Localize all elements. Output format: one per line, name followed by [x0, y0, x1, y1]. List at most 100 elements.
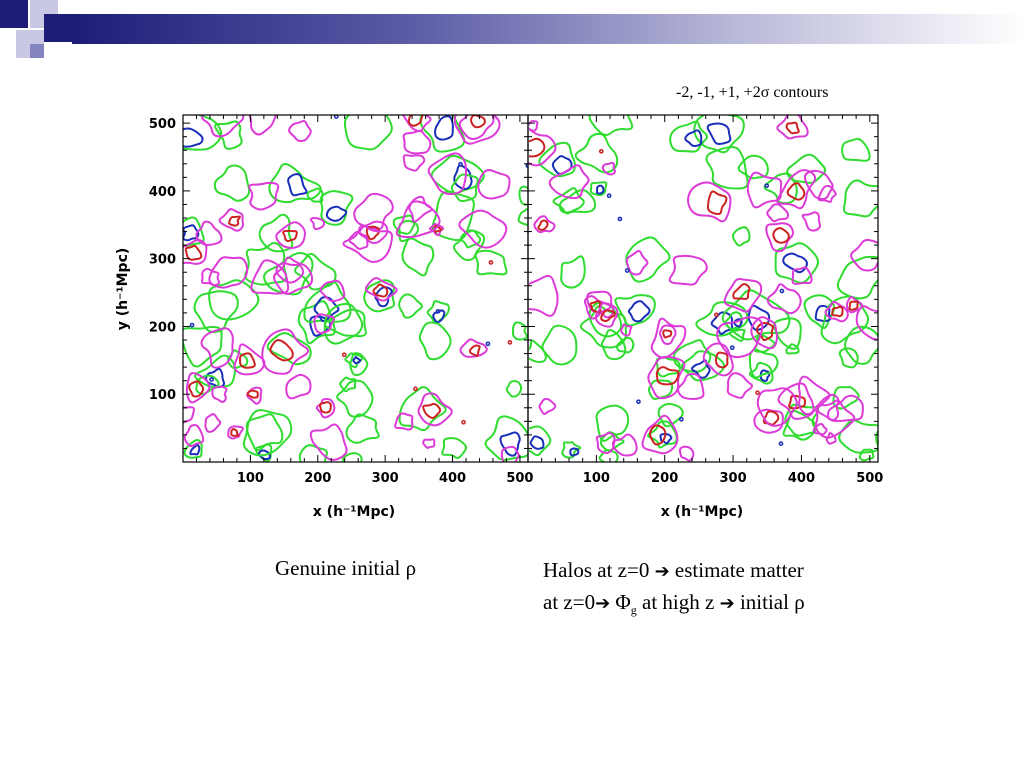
caption-right-text-1a: Halos at z=0	[543, 558, 655, 582]
contour-line	[517, 207, 528, 226]
contour-line	[477, 169, 511, 200]
contour-line	[669, 120, 708, 153]
contour-line	[533, 215, 556, 234]
y-tick-label: 500	[149, 117, 176, 132]
contour-line	[687, 181, 732, 223]
caption-right-line-1: Halos at z=0 ➔ estimate matter	[543, 555, 805, 587]
contour-line	[313, 313, 336, 335]
contour-line	[529, 339, 547, 363]
contour-line	[627, 300, 651, 323]
header-gradient-bar	[72, 14, 1024, 44]
contour-line	[785, 343, 800, 355]
contour-line	[650, 317, 687, 359]
caption-halos-reconstruction: Halos at z=0 ➔ estimate matter at z=0➔ Φ…	[543, 555, 805, 626]
contour-line	[832, 386, 860, 410]
contour-line	[537, 219, 549, 231]
contour-line	[750, 316, 779, 350]
contour-line	[309, 423, 348, 461]
contour-line	[625, 250, 649, 276]
contour-line	[551, 155, 573, 175]
contour-line	[297, 300, 336, 345]
contour-line	[432, 309, 446, 324]
contour-line	[294, 253, 337, 291]
contour-dot	[341, 352, 347, 358]
contour-line	[814, 399, 856, 439]
contour-line	[518, 185, 528, 206]
x-tick-label: 100	[583, 471, 610, 486]
caption-right-text-2c: initial	[734, 590, 795, 614]
contour-line	[218, 208, 244, 232]
contour-line	[836, 255, 878, 300]
phi-symbol: Φ	[615, 590, 631, 614]
contour-line	[213, 164, 251, 202]
contour-line	[529, 425, 552, 457]
contour-line	[269, 339, 294, 362]
contour-line	[268, 163, 322, 204]
contour-line	[273, 256, 314, 295]
contour-line	[275, 262, 305, 284]
contour-line	[401, 237, 435, 277]
contour-line	[684, 129, 703, 148]
contour-line	[855, 305, 878, 341]
contour-levels-caption: -2, -1, +1, +2σ contours	[676, 84, 829, 101]
contour-line	[402, 154, 426, 172]
contour-dot	[778, 441, 784, 446]
contour-dot	[617, 216, 623, 222]
contour-line	[595, 404, 630, 442]
contour-dot	[189, 322, 195, 328]
contour-line	[714, 351, 729, 369]
contour-line	[668, 254, 708, 286]
contour-dot	[413, 386, 418, 392]
y-tick-label: 100	[149, 388, 176, 403]
contour-line	[275, 221, 306, 250]
contour-line	[625, 236, 671, 283]
contour-line	[458, 209, 508, 249]
contour-line	[601, 161, 616, 176]
contour-line	[831, 305, 844, 318]
right-panel-contours	[529, 115, 878, 462]
contour-line	[459, 338, 488, 358]
contour-line	[343, 115, 393, 151]
y-tick-label: 400	[149, 185, 176, 200]
y-tick-label: 200	[149, 320, 176, 335]
contour-line	[599, 431, 625, 452]
contour-line	[844, 325, 878, 365]
axis-tick-labels: 100 200 300 400 500 100 200 300 400 500 100 200 300 4…	[149, 117, 884, 486]
contour-line	[529, 119, 539, 132]
contour-line	[824, 301, 849, 323]
contour-line	[615, 336, 635, 354]
contour-line	[319, 279, 346, 303]
contour-line	[204, 413, 222, 433]
contour-line	[595, 184, 605, 195]
contour-line	[825, 432, 837, 445]
x-tick-label: 100	[237, 471, 264, 486]
contour-line	[827, 394, 864, 423]
contour-line	[772, 227, 790, 244]
contour-line	[620, 323, 633, 337]
caption-left-text: Genuine initial	[275, 556, 406, 580]
contour-dot	[779, 288, 785, 294]
contour-line	[474, 249, 508, 276]
contour-line	[363, 279, 396, 313]
contour-line	[183, 239, 208, 265]
caption-genuine-initial: Genuine initial ρ	[275, 556, 416, 581]
contour-dot	[485, 341, 491, 347]
contour-line	[776, 169, 817, 210]
y-tick-label: 300	[149, 253, 176, 268]
contour-line	[398, 386, 447, 432]
contour-line	[189, 444, 201, 456]
contour-line	[801, 211, 822, 232]
contour-dot	[679, 416, 684, 422]
x-tick-label: 400	[439, 471, 466, 486]
contour-line	[782, 409, 818, 441]
contour-line	[766, 203, 789, 223]
rho-symbol: ρ	[405, 556, 417, 580]
contour-dot	[461, 419, 466, 425]
contour-line	[753, 408, 784, 434]
contour-dot	[209, 377, 214, 382]
contour-dot	[598, 148, 604, 154]
contour-dot	[507, 340, 513, 345]
contour-line	[589, 181, 608, 197]
contour-line	[529, 127, 557, 167]
contour-line	[716, 316, 764, 359]
